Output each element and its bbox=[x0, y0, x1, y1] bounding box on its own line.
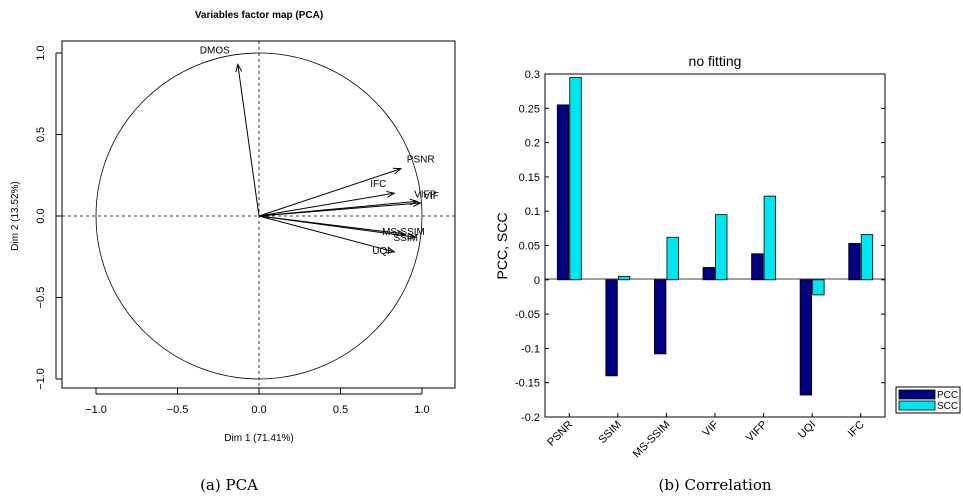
pca-xtick-label: 0.0 bbox=[251, 404, 266, 416]
pca-panel: Variables factor map (PCA) DMOS PSNR IFC VI… bbox=[10, 10, 456, 494]
legend-label-scc: SCC bbox=[937, 401, 958, 412]
pca-vector-label-vif: VIF bbox=[423, 191, 439, 202]
pca-ytick-label: 0.0 bbox=[35, 208, 47, 223]
corr-ytick-label: 0.05 bbox=[519, 241, 540, 253]
pca-xtick-label: −1.0 bbox=[85, 404, 107, 416]
pca-caption: (a) PCA bbox=[200, 476, 258, 494]
pca-vector-uqi bbox=[258, 215, 395, 253]
bar-pcc-uqi bbox=[799, 279, 813, 396]
corr-ytick-label: 0.15 bbox=[519, 172, 540, 184]
corr-xtick-label: MS-SSIM bbox=[631, 419, 673, 461]
pca-vector-ssim bbox=[258, 215, 416, 238]
pca-arrowhead-ssim bbox=[407, 232, 417, 240]
pca-vector-label-uqi: UQI bbox=[372, 246, 390, 257]
bar-scc-uqi bbox=[812, 279, 825, 296]
pca-y-axis: −1.0 −0.5 0.0 0.5 1.0 bbox=[35, 45, 62, 390]
bar-scc-vif bbox=[715, 214, 728, 281]
pca-xtick-label: 1.0 bbox=[414, 404, 429, 416]
pca-ytick-label: 0.5 bbox=[35, 127, 47, 142]
pca-arrowhead-ifc bbox=[386, 191, 396, 198]
pca-arrowhead-uqi bbox=[386, 246, 396, 254]
bar-pcc-ifc bbox=[848, 243, 861, 281]
corr-xtick-label: VIF bbox=[701, 418, 722, 439]
pca-ytick-label: −1.0 bbox=[35, 368, 47, 390]
pca-xtick-label: 0.5 bbox=[333, 404, 348, 416]
corr-xtick-label: UQI bbox=[796, 419, 818, 441]
bar-pcc-ms-ssim bbox=[654, 279, 667, 355]
bar-pcc-ssim bbox=[605, 279, 618, 377]
pca-xlabel: Dim 1 (71.41%) bbox=[224, 433, 293, 444]
corr-ytick-label: -0.2 bbox=[521, 412, 540, 424]
corr-x-axis: PSNR SSIM MS-SSIM VIF VIFP UQI IFC bbox=[545, 413, 867, 460]
pca-vector-label-vifp: VIFP bbox=[414, 189, 437, 200]
corr-ytick-label: 0.2 bbox=[525, 138, 540, 150]
corr-ytick-label: -0.15 bbox=[515, 378, 540, 390]
pca-xtick-label: −0.5 bbox=[167, 404, 189, 416]
pca-vector-label-dmos: DMOS bbox=[200, 45, 230, 56]
bar-pcc-vif bbox=[702, 267, 715, 281]
pca-ylabel: Dim 2 (13.52%) bbox=[10, 181, 21, 250]
bar-scc-ms-ssim bbox=[666, 236, 679, 281]
bar-scc-vifp bbox=[763, 195, 776, 281]
corr-title: no fitting bbox=[689, 53, 742, 69]
bar-pcc-vifp bbox=[751, 253, 764, 281]
corr-xtick-label: PSNR bbox=[545, 419, 575, 449]
pca-arrowhead-dmos bbox=[235, 63, 243, 73]
pca-vector-label-ms-ssim: MS-SSIM bbox=[382, 227, 425, 238]
corr-y-axis: -0.2 -0.15 -0.1 -0.05 0 0.05 0.1 0.15 0.2 0.25 0.3 bbox=[515, 69, 885, 424]
corr-caption: (b) Correlation bbox=[658, 476, 771, 494]
bar-scc-ssim bbox=[617, 275, 631, 281]
pca-arrowhead-vifp bbox=[409, 198, 419, 206]
corr-ytick-label: -0.05 bbox=[515, 309, 540, 321]
corr-ytick-label: -0.1 bbox=[521, 343, 540, 355]
corr-xtick-label: VIFP bbox=[744, 419, 770, 445]
corr-plot-frame bbox=[544, 73, 886, 418]
pca-ytick-label: 1.0 bbox=[35, 45, 47, 60]
pca-vector-psnr bbox=[258, 168, 401, 217]
corr-ytick-label: 0 bbox=[534, 275, 540, 287]
corr-ylabel: PCC, SCC bbox=[494, 213, 510, 280]
corr-ytick-label: 0.3 bbox=[525, 69, 540, 81]
bar-scc-ifc bbox=[860, 234, 874, 281]
pca-vector-label-ifc: IFC bbox=[370, 179, 386, 190]
pca-vector-dmos bbox=[237, 64, 260, 217]
pca-x-axis: −1.0 −0.5 0.0 0.5 1.0 bbox=[85, 388, 430, 416]
legend-swatch-scc bbox=[898, 400, 936, 411]
pca-ytick-label: −0.5 bbox=[35, 287, 47, 309]
pca-vector-vifp bbox=[258, 200, 418, 217]
pca-vector-ifc bbox=[258, 192, 395, 217]
corr-ytick-label: 0.1 bbox=[525, 206, 540, 218]
bar-pcc-psnr bbox=[556, 104, 570, 281]
pca-arrowhead-psnr bbox=[392, 167, 403, 175]
bar-scc-psnr bbox=[569, 77, 582, 281]
corr-ytick-label: 0.25 bbox=[519, 103, 540, 115]
correlation-panel: no fitting -0.2 -0.15 -0.1 -0.05 0 0.05 0.1 0.1… bbox=[494, 53, 961, 494]
corr-xtick-label: SSIM bbox=[596, 419, 624, 447]
corr-xtick-label: IFC bbox=[846, 419, 867, 440]
pca-vector-label-ssim: SSIM bbox=[393, 233, 417, 244]
pca-vector-label-psnr: PSNR bbox=[407, 155, 435, 166]
corr-bars bbox=[556, 77, 874, 396]
legend-swatch-pcc bbox=[898, 389, 936, 400]
legend-label-pcc: PCC bbox=[937, 390, 958, 401]
pca-title: Variables factor map (PCA) bbox=[195, 10, 323, 21]
